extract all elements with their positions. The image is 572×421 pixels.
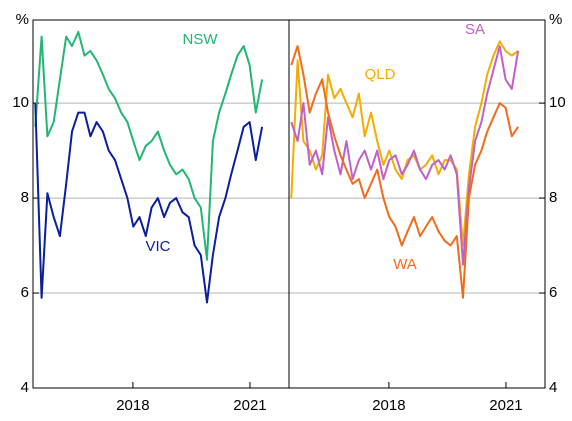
series-label: VIC	[145, 238, 170, 255]
y-tick-label: 4	[21, 379, 29, 396]
series-label: WA	[393, 256, 417, 273]
y-tick-label: 10	[549, 94, 566, 111]
y-tick-label: 10	[12, 94, 29, 111]
series-line	[34, 103, 264, 304]
x-tick-label: 2021	[489, 397, 522, 414]
y-tick-label: 8	[549, 189, 557, 206]
y-tick-label: 6	[549, 284, 557, 301]
y-tick-label: 6	[21, 284, 29, 301]
series-line	[290, 45, 520, 266]
y-axis-unit: %	[16, 11, 29, 28]
series-label: SA	[465, 21, 485, 38]
x-tick-label: 2021	[233, 397, 266, 414]
y-tick-label: 8	[21, 189, 29, 206]
series-line	[290, 45, 519, 299]
series-label: NSW	[183, 31, 219, 48]
y-tick-label: 4	[549, 379, 557, 396]
y-axis-unit: %	[549, 11, 562, 28]
x-tick-label: 2018	[116, 397, 149, 414]
series-label: QLD	[365, 66, 396, 83]
series-line	[34, 30, 264, 261]
x-tick-label: 2018	[372, 397, 405, 414]
